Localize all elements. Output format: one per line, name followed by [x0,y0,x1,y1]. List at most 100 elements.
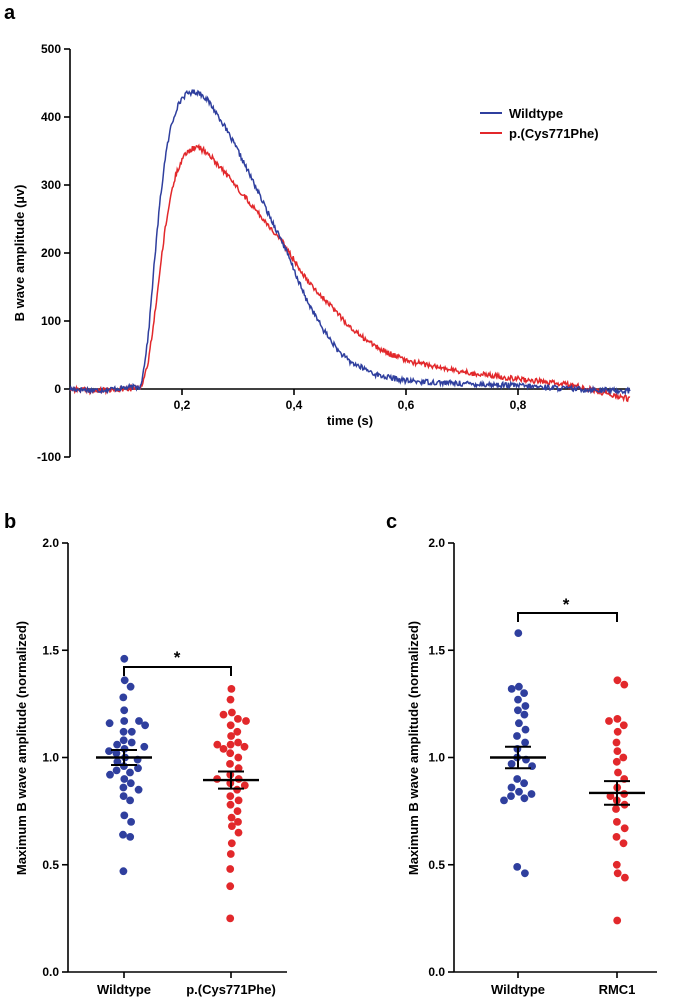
legend-label-wildtype: Wildtype [509,106,563,121]
data-point-wildtype [126,796,134,805]
data-point-wildtype [140,742,149,751]
panel-b-y-tick-label: 1.0 [42,751,59,765]
data-point-wildtype [520,794,529,803]
panel-a-x-ticks: 0,2 0,4 0,6 0,8 [174,389,527,412]
data-point-mutant [226,721,235,730]
panel-c-points [500,629,629,925]
data-point-wildtype [515,787,523,796]
data-point-mutant [613,818,621,826]
panel-c-y-tick-label: 2.0 [428,536,445,550]
data-point-mutant [613,869,622,878]
data-point-wildtype [135,717,143,725]
panel-a-x-tick-label: 0,6 [398,398,415,412]
data-point-mutant [621,873,629,882]
panel-b-bracket-line [123,666,232,676]
panel-letter-b: b [4,511,16,533]
data-point-mutant [226,865,235,873]
panel-c-significance-star: * [563,595,570,614]
panel-b-y-tick-label: 0.0 [42,965,59,979]
data-point-wildtype [513,732,521,740]
data-point-mutant [605,717,613,725]
data-point-mutant [240,742,249,751]
data-point-mutant [226,800,235,809]
panel-c-significance-bracket: * [517,595,618,622]
panel-a-y-tick-label: 500 [41,42,61,56]
panel-a-x-tick-label: 0,8 [510,398,527,412]
panel-c-category-label-rmc1: RMC1 [599,982,636,997]
panel-letter-c: c [386,511,397,533]
data-point-mutant [226,695,235,704]
data-point-wildtype [521,725,530,734]
data-point-wildtype [119,792,128,800]
data-point-wildtype [515,719,523,728]
data-point-wildtype [120,706,129,715]
panel-b-y-tick-label: 1.5 [42,643,59,657]
data-point-mutant [228,822,236,830]
data-point-wildtype [119,736,128,745]
data-point-wildtype [514,629,523,637]
data-point-mutant [234,818,242,826]
panel-a-y-tick-label: 0 [54,382,61,396]
data-point-wildtype [507,783,516,792]
data-point-mutant [613,727,622,736]
panel-a-y-tick-label: 400 [41,110,61,124]
panel-b-y-tick-label: 2.0 [42,536,59,550]
data-point-mutant [234,738,243,747]
data-point-wildtype [126,768,134,777]
data-point-mutant [213,740,222,749]
data-point-wildtype [119,783,128,792]
data-point-mutant [612,738,621,747]
data-point-mutant [227,839,236,848]
data-point-mutant [226,850,235,858]
line-series-p-cys771phe [69,143,631,403]
data-point-mutant [620,824,629,833]
panel-b-y-tick-label: 0.5 [42,858,59,872]
data-point-mutant [240,781,249,790]
panel-a-legend: Wildtype p.(Cys771Phe) [480,106,599,141]
data-point-mutant [613,747,622,755]
line-series-wildtype [69,89,631,396]
data-point-wildtype [141,721,150,730]
data-point-mutant [242,717,250,725]
panel-a-y-tick-label: -100 [37,450,61,464]
data-point-wildtype [113,740,121,749]
panel-b-significance-bracket: * [123,648,232,676]
data-point-wildtype [119,867,128,876]
data-point-wildtype [119,830,127,839]
panel-c-y-ticks: 0.0 0.5 1.0 1.5 2.0 [428,536,618,979]
data-point-wildtype [507,792,515,800]
data-point-mutant [226,740,235,749]
data-point-wildtype [520,779,528,788]
panel-b-category-label-mutant: p.(Cys771Phe) [186,982,276,997]
data-point-wildtype [520,710,529,719]
data-point-wildtype [120,654,129,663]
data-point-wildtype [520,689,528,697]
data-point-mutant [619,839,628,848]
data-point-wildtype [106,770,114,779]
panel-c-y-tick-label: 1.5 [428,643,445,657]
data-point-mutant [226,914,235,923]
data-point-wildtype [112,766,121,775]
panel-c-y-tick-label: 0.5 [428,858,445,872]
data-point-wildtype [521,738,529,747]
data-point-mutant [612,757,621,766]
panel-a-y-tick-label: 300 [41,178,61,192]
panel-b-mean-sem-bars [96,748,259,790]
data-point-mutant [227,813,236,822]
data-point-wildtype [134,785,143,794]
data-point-wildtype [507,685,516,693]
data-point-mutant [613,676,622,685]
data-point-mutant [233,807,242,815]
data-point-mutant [227,685,236,693]
panel-letter-a: a [4,2,16,24]
data-point-wildtype [515,682,523,691]
data-point-mutant [226,760,234,768]
data-point-mutant [606,792,615,800]
panel-c-bracket-line [517,612,618,622]
data-point-mutant [227,732,236,740]
panel-a-x-tick-label: 0,4 [286,398,303,412]
data-point-wildtype [113,757,122,766]
data-point-mutant [226,792,235,800]
data-point-wildtype [126,833,135,841]
data-point-mutant [613,715,622,723]
